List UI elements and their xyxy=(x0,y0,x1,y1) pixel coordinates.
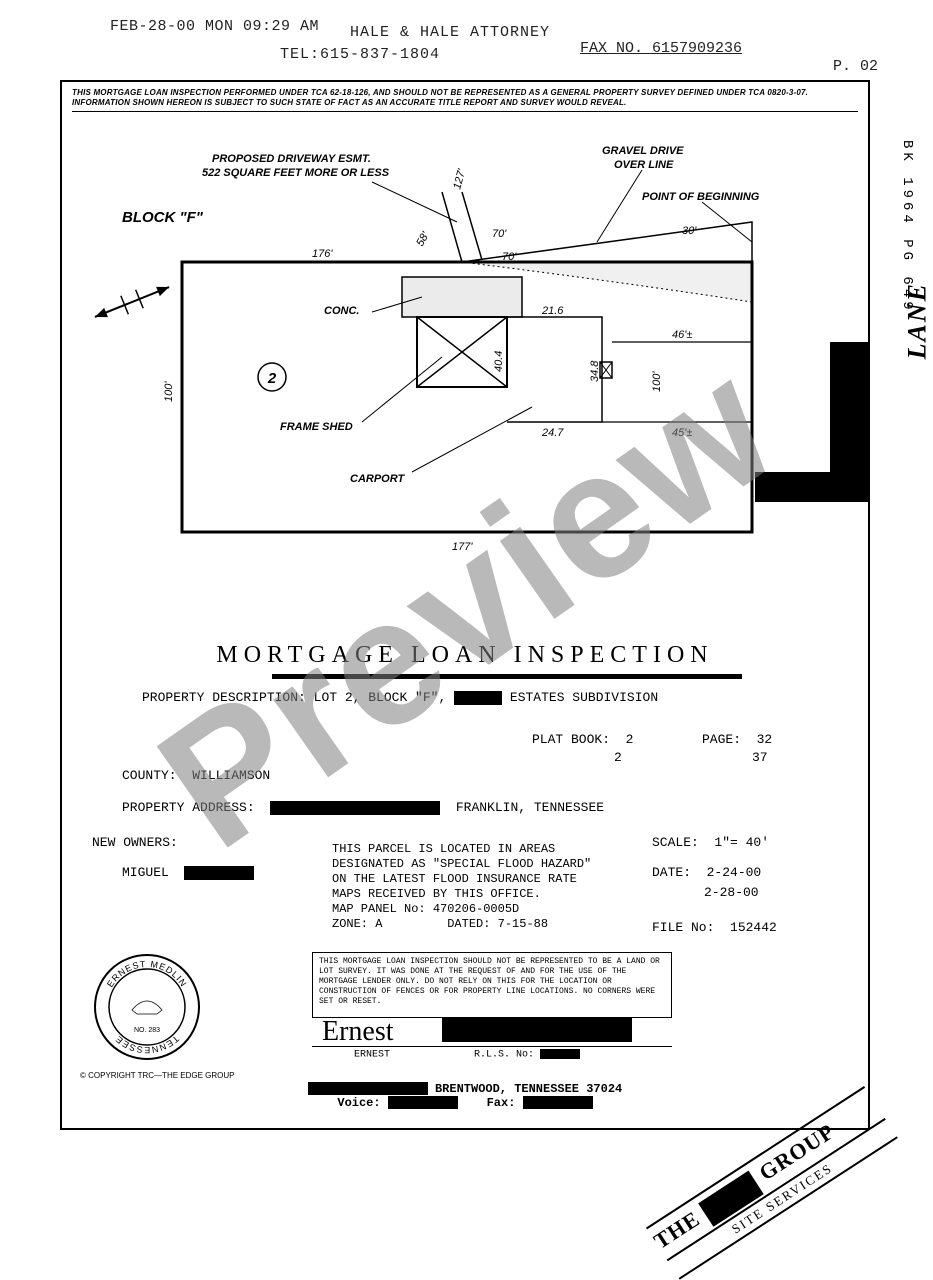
dim-404: 40.4 xyxy=(493,351,505,372)
dim-bottom: 177' xyxy=(452,541,473,553)
pob-label: POINT OF BEGINNING xyxy=(642,191,760,203)
dim-70b: 70' xyxy=(502,251,517,263)
svg-text:NO. 283: NO. 283 xyxy=(134,1027,160,1034)
owner-redact xyxy=(184,866,254,880)
fax-page: P. 02 xyxy=(833,58,878,75)
fax-redact xyxy=(523,1096,593,1109)
driveway-label-1: PROPOSED DRIVEWAY ESMT. xyxy=(212,153,371,165)
dim-58: 58' xyxy=(414,229,432,248)
prop-desc-label: PROPERTY DESCRIPTION: xyxy=(142,690,306,705)
dim-70a: 70' xyxy=(492,228,507,240)
dim-left: 100' xyxy=(163,381,175,402)
voice-redact xyxy=(388,1096,458,1109)
flood-l1: THIS PARCEL IS LOCATED IN AREAS xyxy=(332,842,642,857)
plat-val: 2 xyxy=(626,732,634,747)
survey-diagram: 176' 70' 70' 30' 127' 58' 177' 100' 100'… xyxy=(62,122,872,602)
plat-val2: 2 xyxy=(614,750,622,765)
addr-redact xyxy=(270,801,440,815)
prop-desc-value: LOT 2, BLOCK "F", xyxy=(314,690,447,705)
block-label: BLOCK "F" xyxy=(122,209,204,226)
signature-script: Ernest xyxy=(322,1016,394,1048)
signature-redact xyxy=(442,1018,632,1042)
file-val: 152442 xyxy=(730,920,777,935)
sig-rls: R.L.S. No: xyxy=(474,1050,534,1061)
document-frame: THIS MORTGAGE LOAN INSPECTION PERFORMED … xyxy=(60,80,870,1130)
date-val2: 2-28-00 xyxy=(704,885,759,900)
dim-top: 176' xyxy=(312,248,333,260)
footer-city: BRENTWOOD, TENNESSEE 37024 xyxy=(435,1082,622,1096)
addr-label: PROPERTY ADDRESS: xyxy=(122,800,255,815)
dim-45: 45'± xyxy=(672,427,692,439)
addr-tail: FRANKLIN, TENNESSEE xyxy=(456,800,604,815)
file-label: FILE No: xyxy=(652,920,714,935)
doc-title: MORTGAGE LOAN INSPECTION xyxy=(62,642,868,669)
date-label: DATE: xyxy=(652,865,691,880)
flood-l4: MAPS RECEIVED BY THIS OFFICE. xyxy=(332,887,642,902)
warning-box: THIS MORTGAGE LOAN INSPECTION SHOULD NOT… xyxy=(312,952,672,1018)
plat-label: PLAT BOOK: xyxy=(532,732,610,747)
gravel-label-1: GRAVEL DRIVE xyxy=(602,145,684,157)
driveway-label-2: 522 SQUARE FEET MORE OR LESS xyxy=(202,167,390,179)
flood-l3: ON THE LATEST FLOOD INSURANCE RATE xyxy=(332,872,642,887)
surveyor-seal: ERNEST MEDLIN TENNESSEE NO. 283 xyxy=(92,952,202,1062)
signature-block: Ernest ERNEST R.L.S. No: xyxy=(312,1022,692,1061)
top-disclaimer: THIS MORTGAGE LOAN INSPECTION PERFORMED … xyxy=(72,88,858,112)
county-label: COUNTY: xyxy=(122,768,177,783)
scale-val: 1"= 40' xyxy=(714,835,769,850)
fax-tel: TEL:615-837-1804 xyxy=(280,46,440,63)
lot-number: 2 xyxy=(267,370,277,387)
gravel-label-2: OVER LINE xyxy=(614,159,674,171)
flood-l2: DESIGNATED AS "SPECIAL FLOOD HAZARD" xyxy=(332,857,642,872)
lane-label: LANE xyxy=(902,282,932,359)
prop-desc-tail: ESTATES SUBDIVISION xyxy=(510,690,658,705)
fax-date: FEB-28-00 MON 09:29 AM xyxy=(110,18,319,35)
title-underline xyxy=(272,674,742,679)
conc-label: CONC. xyxy=(324,305,359,317)
flood-zone: ZONE: A xyxy=(332,917,382,931)
flood-dated: DATED: 7-15-88 xyxy=(447,917,548,931)
flood-panel: THIS PARCEL IS LOCATED IN AREAS DESIGNAT… xyxy=(332,842,642,932)
rls-redact xyxy=(540,1049,580,1059)
carport-label: CARPORT xyxy=(350,473,405,485)
footer-voice: Voice: xyxy=(337,1096,380,1110)
footer: BRENTWOOD, TENNESSEE 37024 Voice: Fax: xyxy=(62,1082,868,1110)
frame-label: FRAME SHED xyxy=(280,421,353,433)
dim-46: 46'± xyxy=(672,329,692,341)
county-val: WILLIAMSON xyxy=(192,768,270,783)
owner-name: MIGUEL xyxy=(122,865,169,880)
fax-number: FAX NO. 6157909236 xyxy=(580,40,742,57)
dim-348: 34.8 xyxy=(589,360,601,382)
company-corner: THE GROUP SITE SERVICES xyxy=(646,1086,898,1280)
date-val: 2-24-00 xyxy=(707,865,762,880)
flood-l5: MAP PANEL No: 470206-0005D xyxy=(332,902,642,917)
dim-127: 127' xyxy=(451,167,468,191)
dim-216: 21.6 xyxy=(541,305,564,317)
fax-firm: HALE & HALE ATTORNEY xyxy=(350,24,550,41)
footer-fax: Fax: xyxy=(487,1096,516,1110)
page-label: PAGE: xyxy=(702,732,741,747)
footer-addr-redact xyxy=(308,1082,428,1095)
dim-247: 24.7 xyxy=(541,427,564,439)
page-val2: 37 xyxy=(752,750,768,765)
scale-label: SCALE: xyxy=(652,835,699,850)
dim-right: 100' xyxy=(651,371,663,392)
dim-30: 30' xyxy=(682,225,697,237)
sig-name: ERNEST xyxy=(354,1050,390,1061)
prop-desc-redact xyxy=(454,691,502,705)
copyright: © COPYRIGHT TRC—THE EDGE GROUP xyxy=(80,1071,235,1080)
page-val: 32 xyxy=(757,732,773,747)
owners-label: NEW OWNERS: xyxy=(92,835,178,850)
